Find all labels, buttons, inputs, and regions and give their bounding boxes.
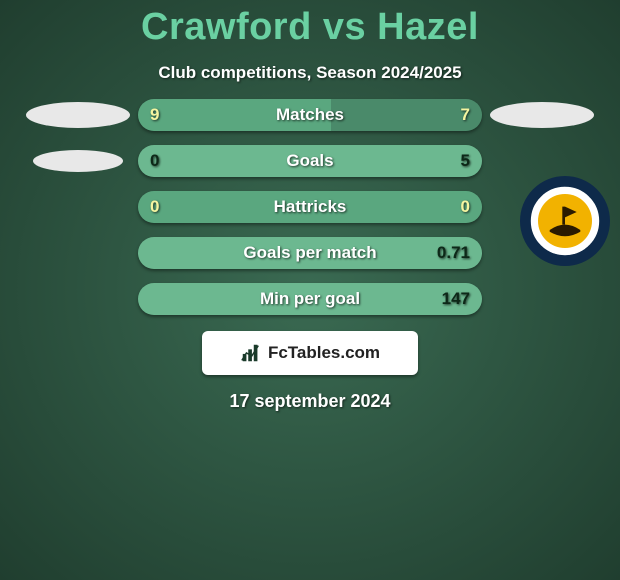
bar-label: Goals — [286, 151, 333, 171]
subtitle: Club competitions, Season 2024/2025 — [0, 63, 620, 83]
left-slot — [18, 283, 138, 315]
stat-bar-hattricks: 0 Hattricks 0 — [138, 191, 482, 223]
right-slot — [482, 283, 602, 315]
club-badge-icon: BOSTON UNITED THE PILGRIMS — [520, 176, 610, 266]
bar-val-right: 0 — [461, 197, 470, 217]
bar-val-left: 0 — [150, 197, 159, 217]
bar-val-right: 0.71 — [437, 243, 470, 263]
left-slot — [18, 191, 138, 223]
left-slot — [18, 99, 138, 131]
avatar-placeholder-left-2 — [33, 150, 123, 172]
stat-row: Min per goal 147 — [0, 283, 620, 315]
bar-label: Min per goal — [260, 289, 360, 309]
stat-bar-matches: 9 Matches 7 — [138, 99, 482, 131]
bar-val-right: 7 — [461, 105, 470, 125]
right-slot — [482, 99, 602, 131]
bar-val-right: 5 — [461, 151, 470, 171]
bar-val-right: 147 — [442, 289, 470, 309]
stat-row: 0 Goals 5 — [0, 145, 620, 177]
stat-bar-mpg: Min per goal 147 — [138, 283, 482, 315]
bar-label: Hattricks — [274, 197, 347, 217]
date-label: 17 september 2024 — [0, 391, 620, 412]
avatar-placeholder-left-1 — [26, 102, 130, 128]
left-slot — [18, 145, 138, 177]
bar-val-left: 9 — [150, 105, 159, 125]
infographic-root: Crawford vs Hazel Club competitions, Sea… — [0, 0, 620, 580]
avatar-placeholder-right-1 — [490, 102, 594, 128]
right-slot — [482, 145, 602, 177]
bar-val-left: 0 — [150, 151, 159, 171]
brand-box: FcTables.com — [202, 331, 418, 375]
brand-text: FcTables.com — [268, 343, 380, 363]
stat-bar-goals: 0 Goals 5 — [138, 145, 482, 177]
bar-label: Goals per match — [243, 243, 376, 263]
stat-bar-gpm: Goals per match 0.71 — [138, 237, 482, 269]
stat-row: 9 Matches 7 — [0, 99, 620, 131]
page-title: Crawford vs Hazel — [0, 6, 620, 49]
chart-icon — [240, 342, 262, 364]
bar-fill-right — [331, 99, 482, 131]
bar-label: Matches — [276, 105, 344, 125]
left-slot — [18, 237, 138, 269]
